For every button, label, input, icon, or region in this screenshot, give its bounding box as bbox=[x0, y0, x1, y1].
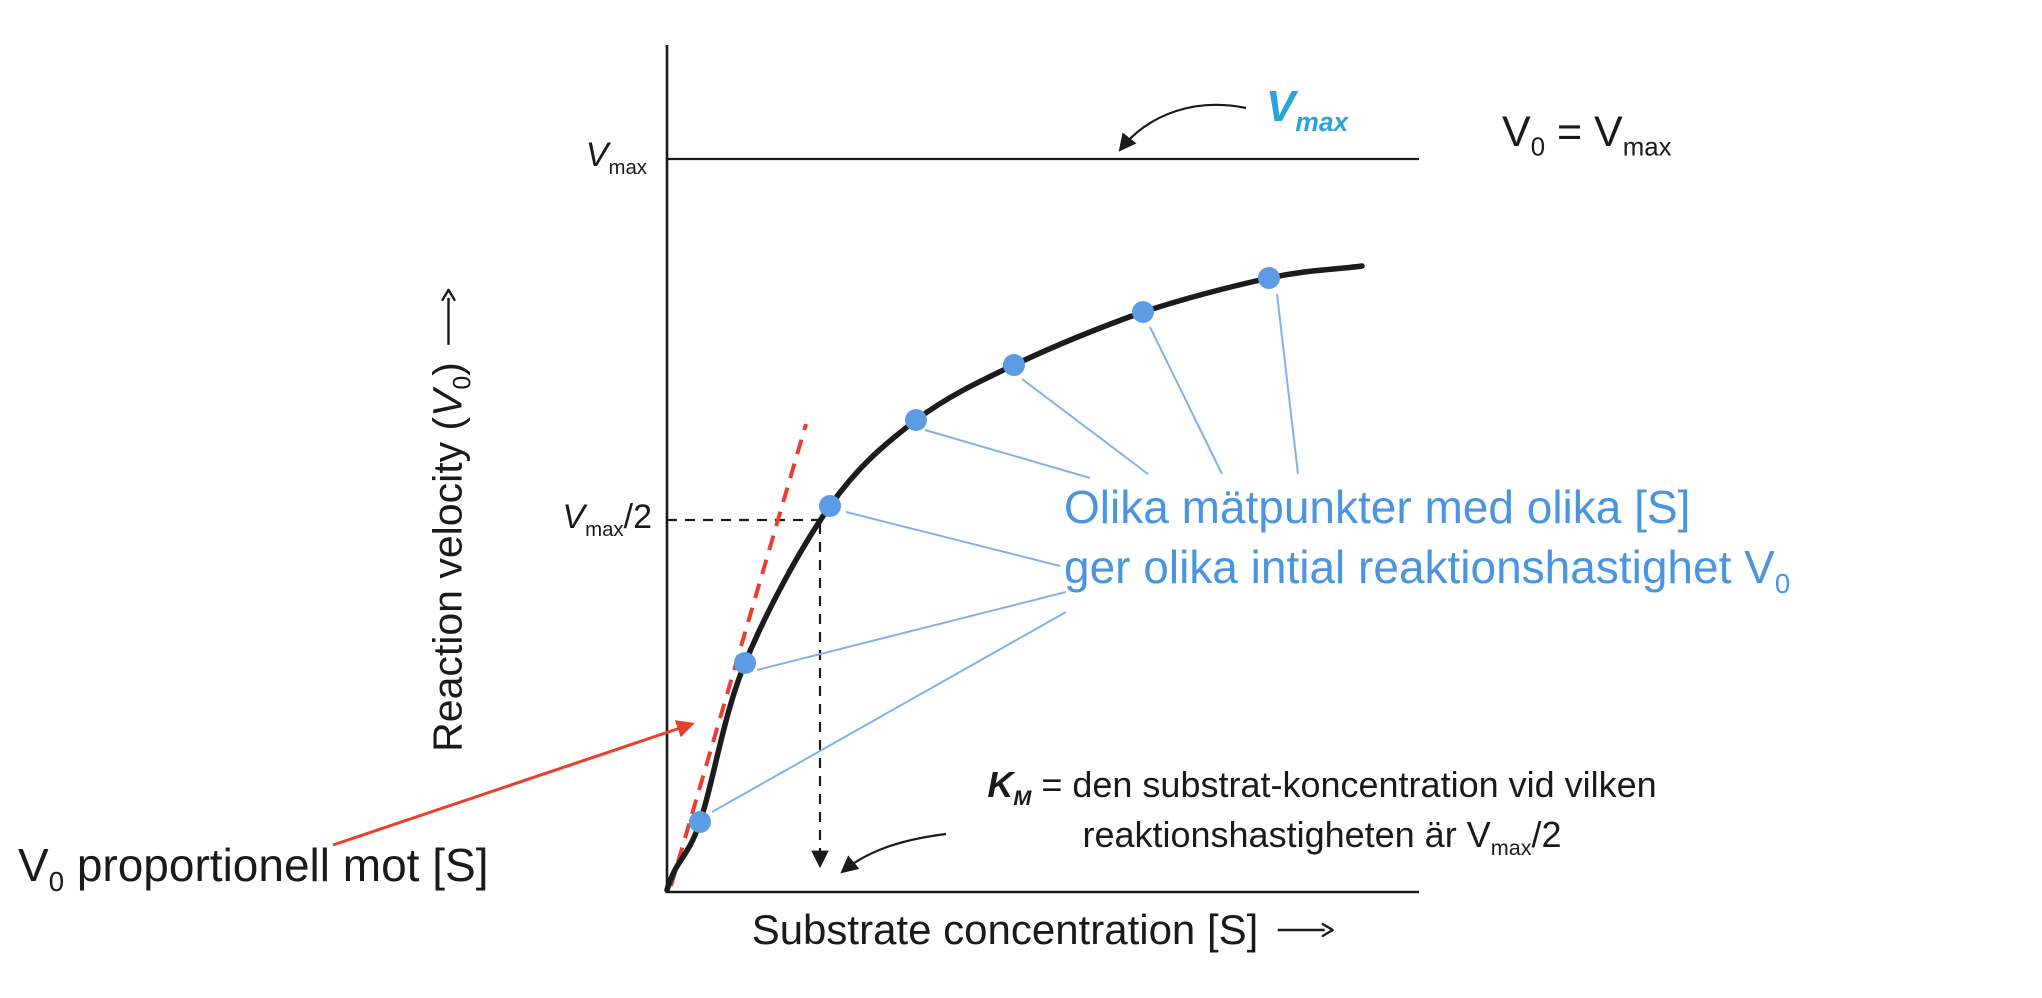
km-pointer-arrow bbox=[840, 832, 947, 874]
km-definition-line2: reaktionshastigheten är Vmax/2 bbox=[1082, 814, 1562, 861]
connector-lines bbox=[711, 293, 1299, 813]
connector-line bbox=[756, 591, 1067, 671]
data-points bbox=[689, 267, 1280, 833]
right-arrow-icon bbox=[1277, 922, 1334, 938]
vmax-half-tick-var: V bbox=[562, 498, 586, 536]
y-axis-label-text: Reaction velocity (V0) bbox=[424, 362, 477, 752]
data-point bbox=[819, 495, 841, 517]
measurement-note: Olika mätpunkter med olika [S] ger olika… bbox=[1064, 478, 1790, 598]
data-point bbox=[734, 652, 756, 674]
right-arrow-icon bbox=[440, 288, 456, 346]
data-point bbox=[1003, 354, 1025, 376]
km-definition-line1: KM = den substrat-koncentration vid vilk… bbox=[987, 764, 1657, 811]
vmax-half-tick-suffix: /2 bbox=[623, 498, 652, 536]
connector-line bbox=[924, 429, 1091, 479]
data-point bbox=[905, 409, 927, 431]
vmax-pointer-arrow bbox=[1118, 103, 1247, 152]
vmax-half-tick-label: Vmax/2 bbox=[510, 498, 652, 540]
data-point bbox=[689, 811, 711, 833]
connector-line bbox=[1021, 378, 1149, 475]
km-definition: KM = den substrat-koncentration vid vilk… bbox=[952, 760, 1692, 861]
connector-line bbox=[845, 511, 1061, 567]
connector-line bbox=[711, 611, 1067, 813]
vmax-half-tick-sub: max bbox=[585, 518, 624, 541]
vmax-tick-var: V bbox=[585, 136, 609, 174]
connector-line bbox=[1276, 293, 1299, 475]
vmax-tick-label: Vmax bbox=[517, 136, 647, 178]
x-axis-label-text: Substrate concentration [S] bbox=[751, 906, 1259, 953]
vmax-pointer-label: Vmax bbox=[1266, 82, 1349, 137]
initial-slope-dashed-line bbox=[669, 423, 808, 887]
data-point bbox=[1258, 267, 1280, 289]
data-point bbox=[1132, 301, 1154, 323]
v0-equals-vmax-label: V0 = Vmax bbox=[1502, 108, 1672, 162]
connector-line bbox=[1149, 326, 1223, 475]
x-axis-label: Substrate concentration [S] bbox=[752, 906, 1335, 954]
v0-proportional-arrow bbox=[332, 720, 695, 847]
measurement-note-line1: Olika mätpunkter med olika [S] bbox=[1064, 481, 1691, 533]
measurement-note-line2: ger olika intial reaktionshastighet V0 bbox=[1064, 540, 1791, 599]
vmax-tick-sub: max bbox=[608, 156, 647, 179]
y-axis-label: Reaction velocity (V0) bbox=[424, 288, 477, 752]
v0-proportional-label: V0 proportionell mot [S] bbox=[18, 839, 489, 898]
